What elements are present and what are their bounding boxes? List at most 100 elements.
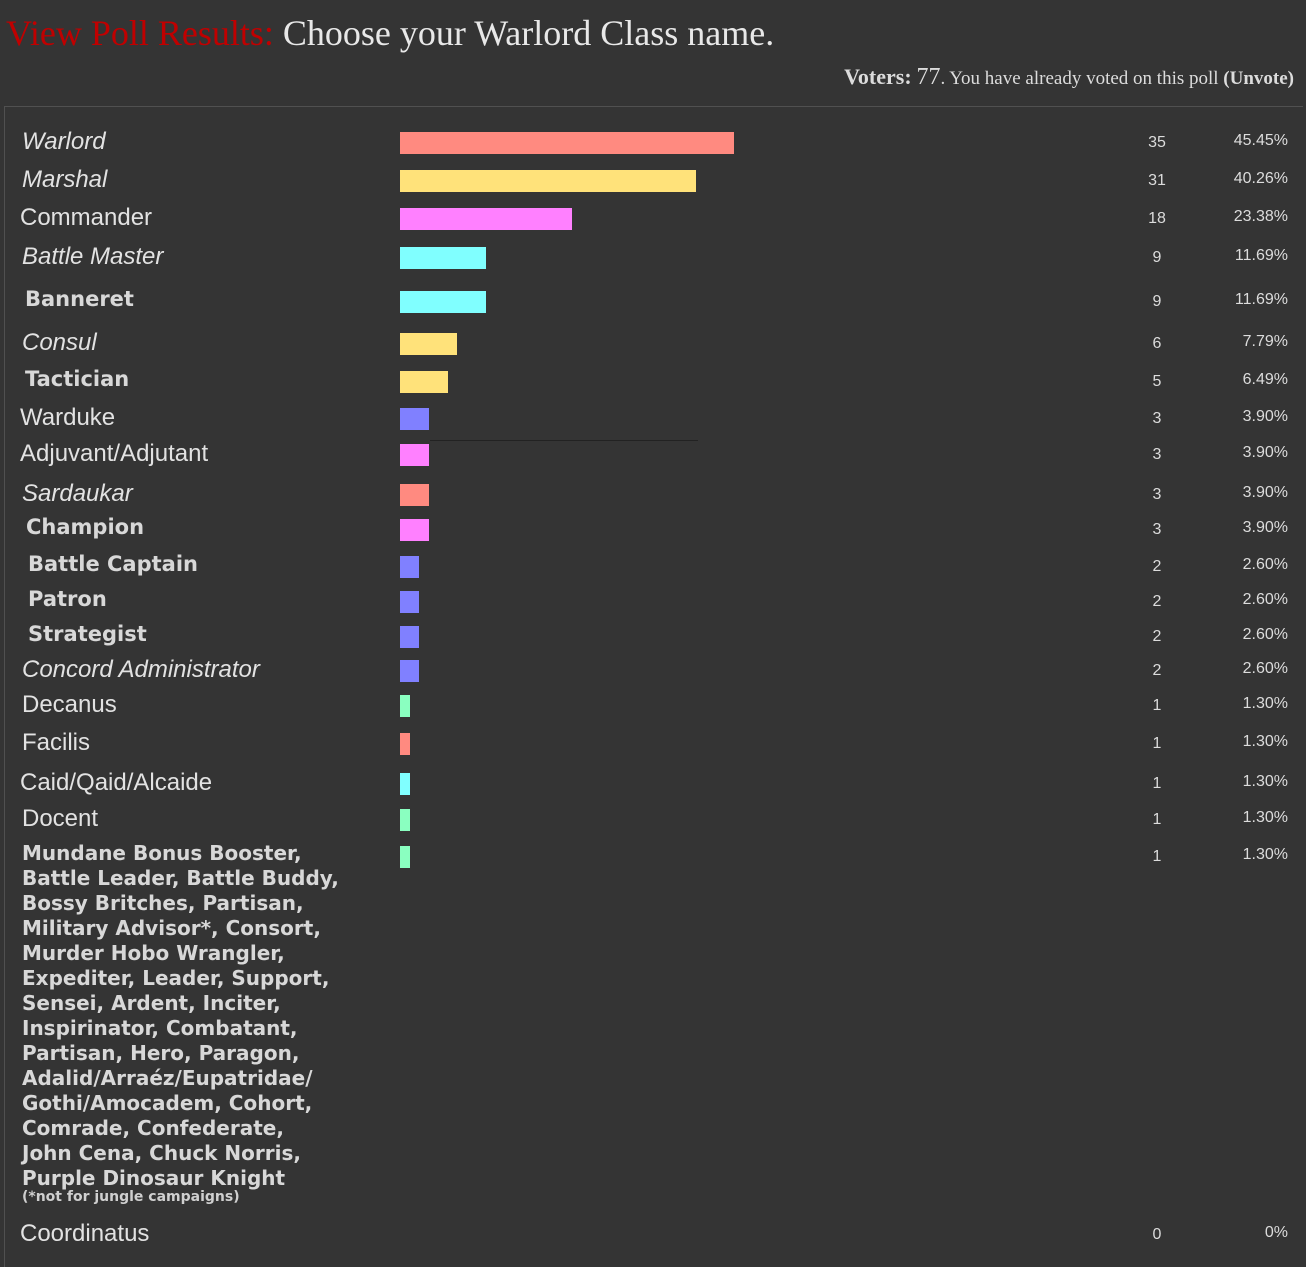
- result-bar: [400, 247, 486, 269]
- vote-count: 1: [1152, 811, 1162, 828]
- result-bar: [400, 333, 457, 355]
- poll-title: View Poll Results: Choose your Warlord C…: [6, 12, 774, 54]
- result-bar: [400, 846, 410, 868]
- vote-percent: 1.30%: [1242, 846, 1288, 863]
- vote-count: 2: [1152, 593, 1162, 610]
- multi-option-line: Adalid/Arraéz/Eupatridae/: [22, 1066, 313, 1090]
- vote-count: 5: [1152, 373, 1162, 390]
- result-bar: [400, 291, 486, 313]
- vote-percent: 3.90%: [1242, 484, 1288, 501]
- option-label: Warlord: [22, 128, 106, 155]
- vote-count: 3: [1152, 410, 1162, 427]
- poll-title-lead: View Poll Results:: [6, 13, 274, 53]
- multi-option-note: (*not for jungle campaigns): [22, 1189, 240, 1205]
- option-label: Banneret: [25, 287, 134, 311]
- result-bar: [400, 519, 429, 541]
- result-bar: [400, 591, 419, 613]
- multi-option-line: Partisan, Hero, Paragon,: [22, 1041, 300, 1065]
- result-bar: [400, 809, 410, 831]
- vote-count: 2: [1152, 628, 1162, 645]
- results-panel: [4, 106, 1303, 1267]
- vote-percent: 6.49%: [1242, 371, 1288, 388]
- result-bar: [400, 444, 429, 466]
- vote-count: 0: [1152, 1226, 1162, 1243]
- option-label: Marshal: [22, 166, 108, 193]
- option-label: Facilis: [22, 729, 91, 756]
- vote-percent: 40.26%: [1233, 170, 1288, 187]
- vote-percent: 7.79%: [1242, 333, 1288, 350]
- vote-count: 31: [1148, 172, 1166, 189]
- vote-percent: 23.38%: [1233, 208, 1288, 225]
- voted-status: . You have already voted on this poll: [940, 68, 1219, 89]
- option-label: Consul: [22, 329, 97, 356]
- result-bar: [400, 170, 696, 192]
- vote-percent: 1.30%: [1242, 809, 1288, 826]
- unvote-link[interactable]: (Unvote): [1223, 68, 1294, 89]
- multi-option-line: Mundane Bonus Booster,: [22, 841, 302, 865]
- option-label: Concord Administrator: [22, 656, 260, 683]
- option-label: Patron: [28, 587, 107, 611]
- multi-option-line: Battle Leader, Battle Buddy,: [22, 866, 339, 890]
- vote-percent: 1.30%: [1242, 733, 1288, 750]
- result-bar: [400, 556, 419, 578]
- option-label: Battle Master: [22, 243, 164, 270]
- vote-percent: 2.60%: [1242, 591, 1288, 608]
- result-bar: [400, 695, 410, 717]
- vote-count: 1: [1152, 848, 1162, 865]
- voters-label: Voters:: [844, 64, 912, 89]
- multi-option-line: Comrade, Confederate,: [22, 1116, 284, 1140]
- vote-percent: 11.69%: [1234, 291, 1288, 308]
- option-label: Coordinatus: [20, 1220, 150, 1247]
- multi-option-line: Murder Hobo Wrangler,: [22, 941, 285, 965]
- option-label: Decanus: [22, 691, 117, 718]
- multi-option-line: Purple Dinosaur Knight: [22, 1166, 286, 1190]
- vote-count: 1: [1152, 775, 1162, 792]
- vote-count: 1: [1152, 735, 1162, 752]
- result-bar: [400, 208, 572, 230]
- vote-count: 35: [1148, 134, 1166, 151]
- vote-count: 3: [1152, 521, 1162, 538]
- option-label: Strategist: [28, 622, 147, 646]
- vote-percent: 2.60%: [1242, 556, 1288, 573]
- vote-percent: 11.69%: [1234, 247, 1288, 264]
- vote-count: 3: [1152, 486, 1162, 503]
- multi-option-line: Sensei, Ardent, Inciter,: [22, 991, 281, 1015]
- vote-count: 9: [1152, 293, 1162, 310]
- vote-count: 3: [1152, 446, 1162, 463]
- poll-question: Choose your Warlord Class name.: [282, 13, 775, 53]
- vote-percent: 3.90%: [1242, 408, 1288, 425]
- vote-percent: 1.30%: [1242, 773, 1288, 790]
- option-label: Tactician: [25, 367, 130, 391]
- vote-percent: 2.60%: [1242, 660, 1288, 677]
- multi-option-line: Military Advisor*, Consort,: [22, 916, 321, 940]
- result-bar: [400, 660, 419, 682]
- vote-count: 1: [1152, 697, 1162, 714]
- option-label: Sardaukar: [22, 480, 133, 507]
- vote-count: 9: [1152, 249, 1162, 266]
- multi-option-label: Mundane Bonus Booster, Battle Leader, Bat…: [22, 841, 339, 1191]
- result-bar: [400, 733, 410, 755]
- option-label: Champion: [26, 515, 145, 539]
- multi-option-line: Gothi/Amocadem, Cohort,: [22, 1091, 313, 1115]
- vote-count: 2: [1152, 662, 1162, 679]
- multi-option-line: Inspirinator, Combatant,: [22, 1016, 298, 1040]
- vote-percent: 1.30%: [1242, 695, 1288, 712]
- multi-option-line: Bossy Britches, Partisan,: [22, 891, 304, 915]
- result-bar: [400, 408, 429, 430]
- option-label: Docent: [22, 805, 99, 832]
- voters-count: 77: [916, 64, 941, 90]
- result-bar: [400, 484, 429, 506]
- multi-option-line: John Cena, Chuck Norris,: [22, 1141, 301, 1165]
- option-label: Commander: [20, 204, 153, 231]
- result-bar: [400, 132, 734, 154]
- vote-percent: 0%: [1264, 1224, 1288, 1241]
- option-label: Battle Captain: [28, 552, 198, 576]
- option-label: Caid/Qaid/Alcaide: [20, 769, 213, 796]
- multi-option-line: Expediter, Leader, Support,: [22, 966, 330, 990]
- result-bar: [400, 773, 410, 795]
- divider: [430, 440, 698, 441]
- vote-percent: 3.90%: [1242, 444, 1288, 461]
- voters-line: Voters: 77. You have already voted on th…: [844, 64, 1294, 91]
- vote-percent: 2.60%: [1242, 626, 1288, 643]
- result-bar: [400, 371, 448, 393]
